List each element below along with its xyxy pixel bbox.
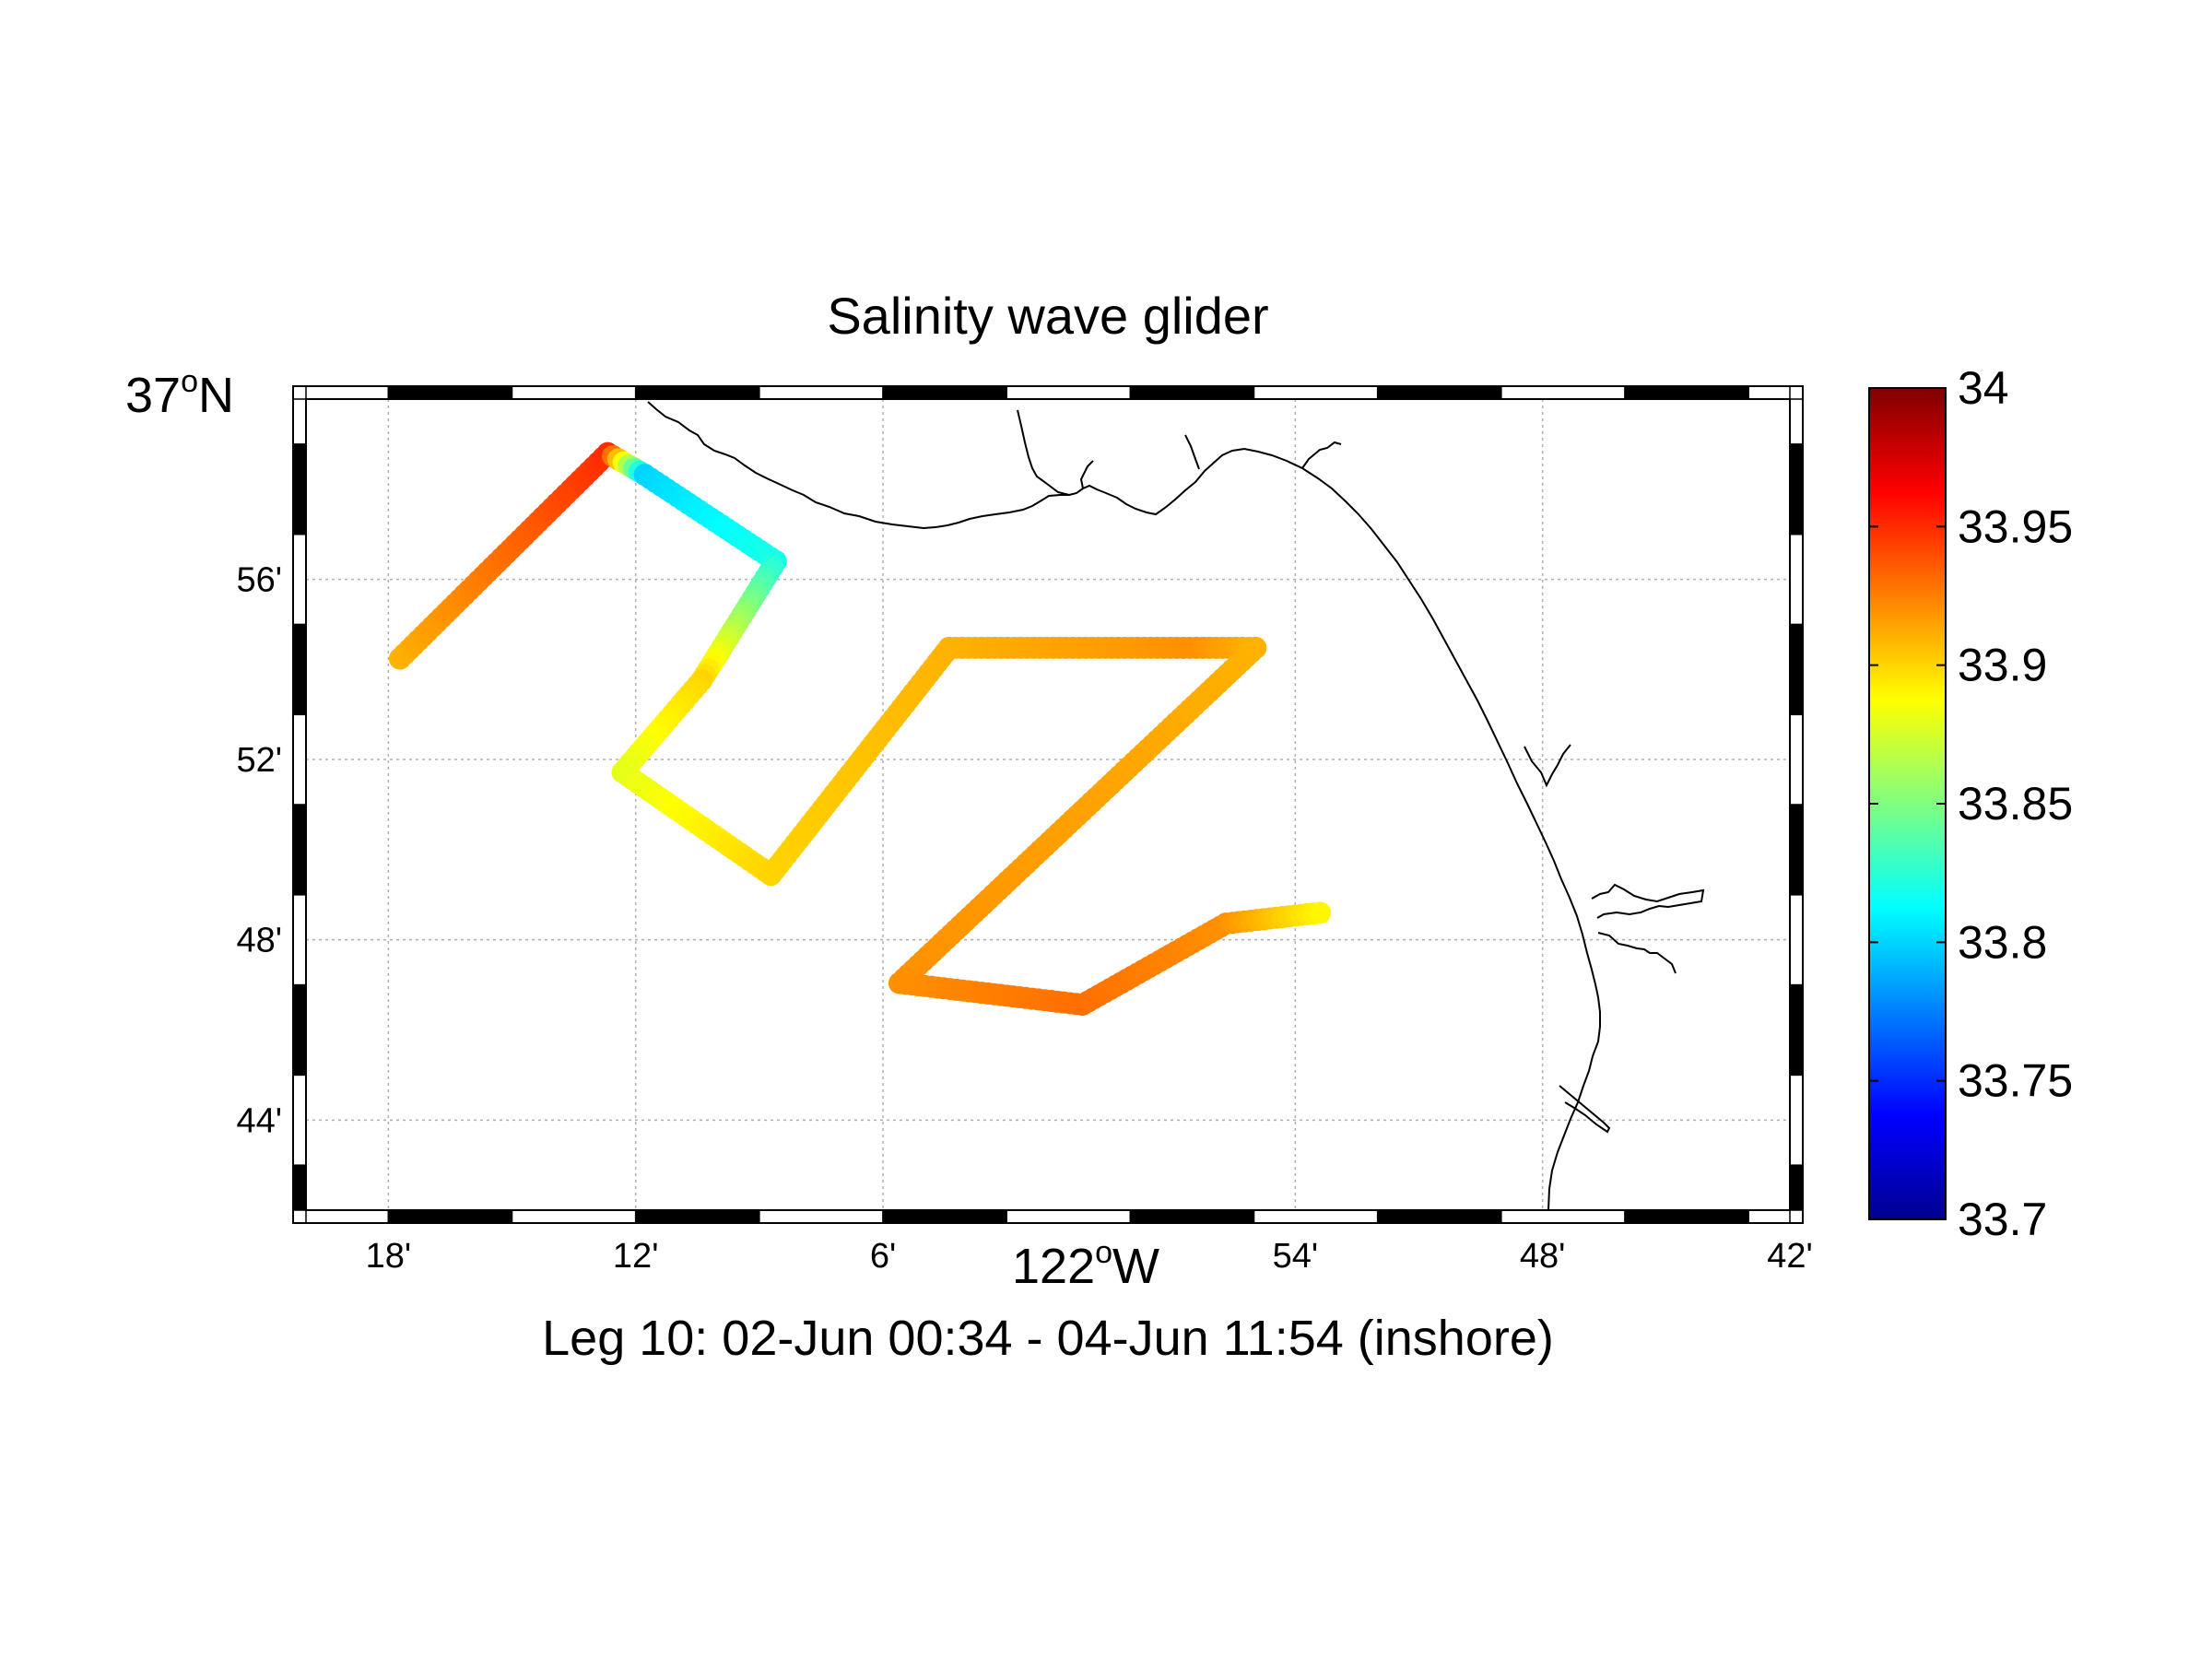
frame-right-segment-4 xyxy=(1789,713,1804,806)
frame-top-segment-3 xyxy=(634,385,760,400)
y-tick-labels: 56' 52' 48' 44' xyxy=(236,561,282,1141)
x-label-main: 122 xyxy=(1012,1239,1095,1294)
frame-bottom-segment-0 xyxy=(305,1209,390,1224)
frame-top-segment-0 xyxy=(305,385,390,400)
y-tick-label-2: 48' xyxy=(236,922,282,960)
y-tick-label-0: 56' xyxy=(236,561,282,600)
frame-right-segment-6 xyxy=(1789,894,1804,986)
x-tick-label-0: 18' xyxy=(366,1237,412,1276)
frame-left-segment-0 xyxy=(292,398,307,445)
x-tick-label-3: 54' xyxy=(1273,1237,1319,1276)
river-7 xyxy=(1597,932,1677,974)
y-label-tail: N xyxy=(198,368,234,423)
y-tick-label-3: 44' xyxy=(236,1101,282,1140)
frame-top-segment-6 xyxy=(1006,385,1132,400)
river-5 xyxy=(1524,744,1571,788)
colorbar-tick-label-5: 33.75 xyxy=(1958,1055,2073,1107)
x-label-sup: o xyxy=(1095,1235,1112,1270)
x-label-tail: W xyxy=(1112,1239,1159,1294)
river-4 xyxy=(1301,441,1342,469)
x-tick-label-2: 6' xyxy=(870,1237,896,1276)
plot-background xyxy=(306,399,1790,1210)
frame-right-segment-1 xyxy=(1789,443,1804,535)
x-axis-label: 122oW xyxy=(1012,1235,1159,1294)
colorbar-tick-label-1: 33.95 xyxy=(1958,500,2073,552)
glider-track xyxy=(388,441,1332,1017)
frame-right-segment-8 xyxy=(1789,1074,1804,1166)
frame-bottom-segment-9 xyxy=(1376,1209,1502,1224)
frame-left-segment-7 xyxy=(292,983,307,1077)
frame-bottom-segment-8 xyxy=(1253,1209,1379,1224)
colorbar-tick-label-0: 34 xyxy=(1958,362,2009,414)
frame-right-segment-2 xyxy=(1789,534,1804,626)
frame-left-segment-9 xyxy=(292,1164,307,1211)
harbor-jetty xyxy=(1559,1085,1611,1134)
frame-left-segment-5 xyxy=(292,804,307,896)
map-frame xyxy=(292,385,1804,1224)
frame-bottom-segment-12 xyxy=(1747,1209,1791,1224)
frame-top-segment-4 xyxy=(759,385,884,400)
colorbar: 34 33.95 33.9 33.85 33.8 33.75 33.7 xyxy=(1868,362,2073,1245)
colorbar-tick-label-3: 33.85 xyxy=(1958,778,2073,830)
frame-bottom-segment-1 xyxy=(387,1209,513,1224)
frame-right-segment-7 xyxy=(1789,983,1804,1077)
frame-top-segment-10 xyxy=(1500,385,1626,400)
chart-title: Salinity wave glider xyxy=(827,287,1268,345)
y-label-main: 37 xyxy=(125,368,181,423)
grid-lines xyxy=(306,399,1790,1210)
frame-top-segment-11 xyxy=(1624,385,1749,400)
frame-right-segment-3 xyxy=(1789,623,1804,716)
frame-left-segment-1 xyxy=(292,443,307,535)
river-2 xyxy=(1079,460,1094,489)
frame-top-segment-7 xyxy=(1129,385,1255,400)
colorbar-tick-label-2: 33.9 xyxy=(1958,640,2047,691)
frame-bottom-segment-7 xyxy=(1129,1209,1255,1224)
frame-top-segment-9 xyxy=(1376,385,1502,400)
colorbar-bar xyxy=(1868,387,1947,1220)
frame-right-segment-5 xyxy=(1789,804,1804,896)
x-tick-label-4: 48' xyxy=(1520,1237,1566,1276)
x-tick-label-1: 12' xyxy=(613,1237,659,1276)
river-3 xyxy=(1184,434,1200,470)
frame-left-segment-8 xyxy=(292,1074,307,1166)
frame-border xyxy=(292,385,1804,1224)
frame-left-segment-6 xyxy=(292,894,307,986)
frame-bottom-segment-5 xyxy=(882,1209,1007,1224)
y-axis-label: 37oN xyxy=(125,364,234,423)
frame-bottom-segment-4 xyxy=(759,1209,884,1224)
plot-area xyxy=(292,385,1804,1224)
frame-bottom-segment-11 xyxy=(1624,1209,1749,1224)
plot-border xyxy=(305,398,1791,1211)
frame-bottom-segment-2 xyxy=(511,1209,637,1224)
y-label-sup: o xyxy=(181,364,198,399)
frame-top-segment-5 xyxy=(882,385,1007,400)
river-6 xyxy=(1591,883,1705,919)
frame-bottom-segment-6 xyxy=(1006,1209,1132,1224)
frame-right-segment-0 xyxy=(1789,398,1804,445)
colorbar-tick-label-4: 33.8 xyxy=(1958,916,2047,968)
frame-top-segment-1 xyxy=(387,385,513,400)
frame-top-segment-8 xyxy=(1253,385,1379,400)
river-1 xyxy=(1017,409,1070,496)
frame-bottom-segment-10 xyxy=(1500,1209,1626,1224)
frame-left-segment-3 xyxy=(292,623,307,716)
coastline xyxy=(647,401,1601,1210)
x-tick-label-5: 42' xyxy=(1767,1237,1813,1276)
x-tick-labels: 18' 12' 6' 54' 48' 42' xyxy=(366,1237,1813,1276)
frame-top-segment-2 xyxy=(511,385,637,400)
y-tick-label-1: 52' xyxy=(236,741,282,780)
colorbar-tick-label-6: 33.7 xyxy=(1958,1194,2047,1245)
frame-top-segment-12 xyxy=(1747,385,1791,400)
colorbar-ticks: 34 33.95 33.9 33.85 33.8 33.75 33.7 xyxy=(1869,362,2073,1245)
track-point-383 xyxy=(1309,901,1332,924)
frame-left-segment-4 xyxy=(292,713,307,806)
frame-right-segment-9 xyxy=(1789,1164,1804,1211)
frame-left-segment-2 xyxy=(292,534,307,626)
frame-bottom-segment-3 xyxy=(634,1209,760,1224)
chart-subtitle: Leg 10: 02-Jun 00:34 - 04-Jun 11:54 (ins… xyxy=(542,1311,1554,1366)
